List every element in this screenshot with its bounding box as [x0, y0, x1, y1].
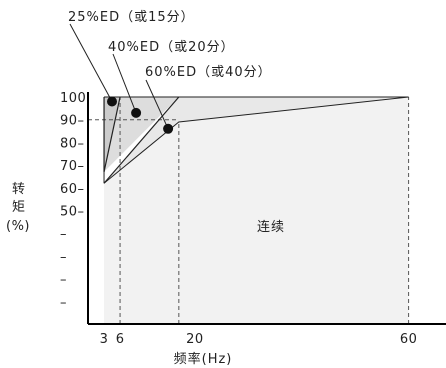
y-tick-label-90: 90– [60, 114, 85, 129]
guide-lines [88, 97, 410, 324]
boundary-lines [103, 96, 409, 184]
y-axis-label-line-2: 矩 [12, 200, 26, 215]
annotation-leaders [69, 23, 169, 130]
y-axis-label-line-1: 转 [12, 182, 26, 197]
y-tick-label-80: 80– [60, 136, 85, 151]
y-tick-label-60: 60– [60, 182, 85, 197]
y-tick-label-70: 70– [60, 159, 85, 174]
x-tick-label-20: 20 [186, 332, 204, 347]
region-label-continuous: 连续 [257, 219, 285, 235]
leader-ed25 [69, 23, 113, 102]
x-axis-label: 频率(Hz) [174, 351, 233, 367]
annotation-label-ed60: 60%ED（或40分） [145, 65, 272, 80]
tick-labels: 100 90– 80– 70– 60– 50– – – – – 3 6 20 60 [60, 91, 417, 347]
y-tick-label-30: – [60, 250, 67, 265]
annotation-label-ed25: 25%ED（或15分） [68, 10, 195, 25]
marker-ed25 [107, 96, 117, 107]
y-tick-label-10: – [60, 295, 67, 310]
annotation-label-ed40: 40%ED（或20分） [108, 40, 235, 55]
region-ed60-fill [104, 97, 409, 184]
x-tick-label-3: 3 [100, 332, 109, 347]
continuous-curve [103, 96, 409, 184]
y-tick-label-40: – [60, 227, 67, 242]
region-ed40-fill [104, 97, 179, 172]
y-axis-label-line-3: (%) [6, 219, 30, 234]
axes [87, 92, 446, 325]
region-continuous-fill [104, 97, 409, 324]
y-tick-label-20: – [60, 273, 67, 288]
boundary-ed40 [103, 96, 121, 173]
boundary-ed60 [103, 96, 180, 184]
x-tick-label-60: 60 [400, 332, 418, 347]
annotation-markers [107, 96, 174, 134]
y-tick-label-100: 100 [60, 91, 86, 106]
marker-ed40 [131, 107, 142, 118]
leader-ed40 [112, 53, 137, 114]
leader-ed60 [145, 79, 169, 130]
y-tick-label-50: 50– [60, 205, 85, 220]
x-tick-label-6: 6 [116, 332, 125, 347]
marker-ed60 [163, 123, 174, 134]
